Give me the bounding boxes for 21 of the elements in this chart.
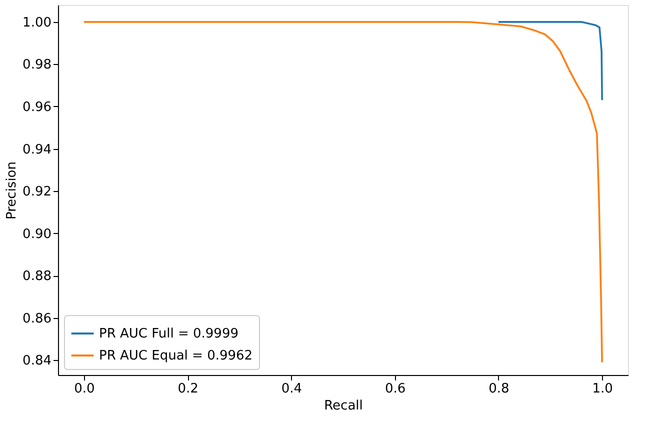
y-tick-label: 0.86 [22, 311, 52, 326]
y-tick-label: 0.96 [22, 100, 52, 115]
x-axis-title: Recall [324, 398, 363, 414]
x-tick-label: 0.4 [281, 382, 302, 396]
legend-label: PR AUC Equal = 0.9962 [99, 348, 253, 364]
x-tick-label: 0.0 [74, 382, 95, 396]
y-tick-label: 0.98 [22, 58, 52, 73]
x-tick-label: 1.0 [592, 382, 613, 396]
y-tick-label: 0.92 [22, 184, 52, 200]
y-axis-title: Precision [4, 161, 20, 220]
y-tick-label: 0.84 [22, 354, 52, 369]
y-tick-label: 0.94 [22, 142, 52, 158]
x-tick-label: 0.2 [178, 382, 198, 396]
line-series [83, 21, 603, 364]
y-tick-label: 0.88 [22, 269, 52, 284]
x-tick-label: 0.8 [488, 382, 510, 396]
legend-label: PR AUC Full = 0.9999 [99, 326, 238, 342]
x-tick-label: 0.6 [384, 382, 406, 396]
y-tick-label: 1.00 [22, 15, 52, 30]
line-series [498, 21, 603, 102]
y-tick-label: 0.90 [22, 226, 52, 242]
